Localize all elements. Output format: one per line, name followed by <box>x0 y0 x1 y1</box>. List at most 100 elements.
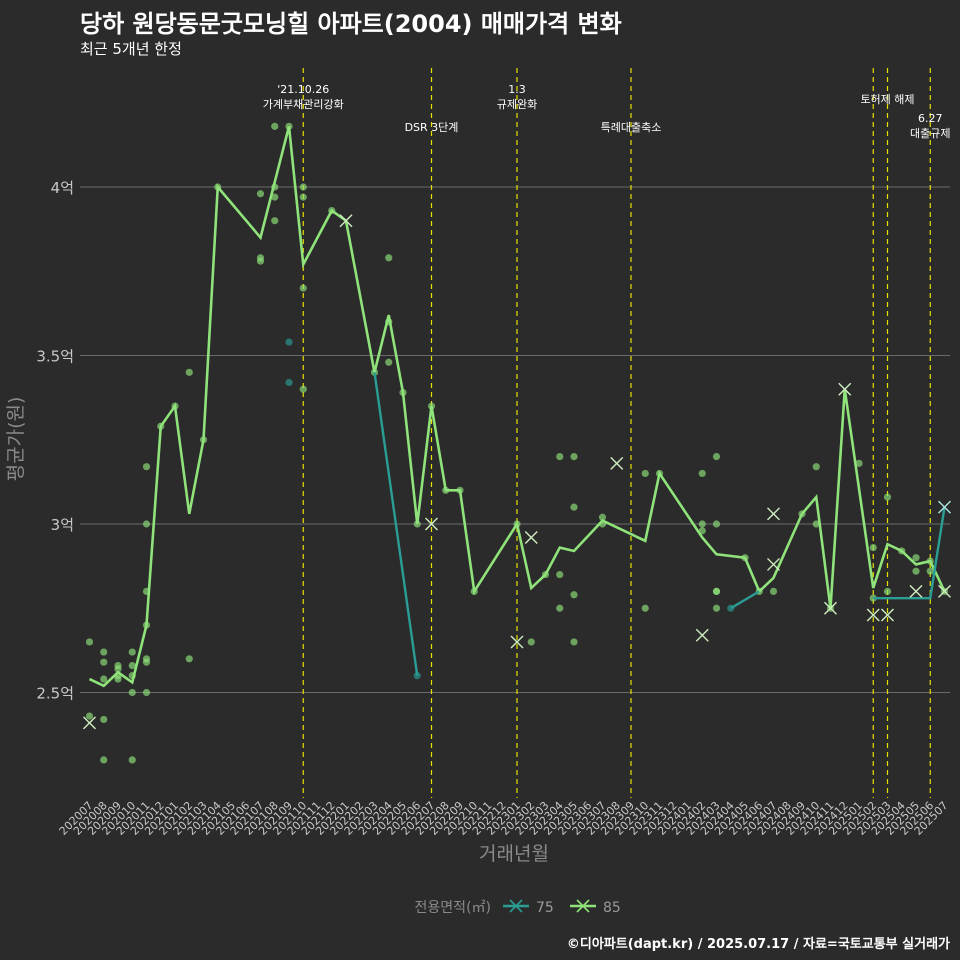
cross-stroke <box>695 628 709 642</box>
cross-stroke <box>824 601 837 615</box>
data-point <box>256 190 265 198</box>
data-point <box>570 503 578 511</box>
cross-stroke <box>83 716 96 730</box>
data-point <box>527 638 535 646</box>
data-point <box>641 604 649 612</box>
series-line-85 <box>88 126 946 688</box>
cross-stroke <box>866 608 880 622</box>
cross-stroke <box>767 507 780 521</box>
data-point <box>271 193 279 201</box>
data-point <box>712 453 721 461</box>
cross-point <box>838 382 852 396</box>
data-point <box>299 183 307 191</box>
x-axis-title: 거래년월 <box>479 843 549 865</box>
data-point <box>299 193 307 201</box>
event-label: 6.27 <box>918 112 943 125</box>
data-point <box>85 712 94 720</box>
data-point <box>698 520 706 528</box>
data-point <box>769 587 778 596</box>
data-point <box>128 756 136 764</box>
data-point <box>299 284 307 292</box>
cross-point <box>339 214 353 228</box>
cross-stroke <box>938 584 951 598</box>
data-point <box>185 655 193 663</box>
data-point <box>570 453 578 461</box>
data-point <box>85 638 94 646</box>
cross-point <box>425 517 438 531</box>
data-point <box>570 591 578 599</box>
cross-stroke <box>881 608 894 622</box>
data-point <box>926 567 934 575</box>
data-point <box>883 493 892 501</box>
data-point <box>812 520 820 528</box>
data-point <box>570 638 578 646</box>
data-point <box>100 756 108 764</box>
cross-point <box>610 456 624 470</box>
cross-point <box>866 608 880 622</box>
data-point <box>869 543 877 552</box>
event-label: 가계부채관리강화 <box>263 98 344 111</box>
data-point <box>285 378 293 387</box>
cross-point <box>909 584 923 598</box>
event-label: 대출규제 <box>910 127 950 140</box>
data-point <box>142 688 151 697</box>
event-label: DSR 3단계 <box>405 121 459 134</box>
cross-stroke <box>339 214 353 228</box>
data-point <box>556 604 564 612</box>
data-point <box>114 675 122 683</box>
cross-point <box>767 507 780 521</box>
y-tick-label: 3.5억 <box>36 348 74 366</box>
cross-stroke <box>909 584 923 598</box>
legend-entry: 85 <box>570 899 621 916</box>
cross-point <box>510 635 524 649</box>
x-axis-ticks: 2020072020082020092020102020112020122021… <box>57 799 951 838</box>
series-line-75 <box>373 372 419 676</box>
data-point <box>712 520 721 528</box>
data-point <box>142 463 151 471</box>
data-point <box>185 368 193 376</box>
data-point <box>100 675 108 683</box>
event-label: 토허제 해제 <box>860 92 914 106</box>
data-point <box>271 217 279 225</box>
y-tick-label: 2.5억 <box>36 685 74 703</box>
data-point <box>100 648 108 656</box>
cross-stroke <box>938 500 951 514</box>
data-point <box>712 604 721 612</box>
cross-stroke <box>838 382 852 396</box>
data-point <box>285 338 293 346</box>
cross-stroke <box>510 635 524 649</box>
cross-point <box>767 557 780 571</box>
data-point <box>128 688 136 697</box>
legend: 전용면적(㎡) 75 85 <box>415 899 621 916</box>
event-label: 1.3 <box>508 83 526 96</box>
cross-stroke <box>524 530 538 544</box>
data-point <box>128 661 136 670</box>
series-line-75 <box>730 590 760 610</box>
data-point <box>299 385 307 393</box>
data-point <box>556 453 564 461</box>
y-tick-label: 4억 <box>51 179 74 197</box>
data-point <box>385 358 393 366</box>
legend-label: 85 <box>603 900 621 916</box>
data-point <box>271 122 279 130</box>
data-point <box>556 570 564 579</box>
y-tick-label: 3억 <box>51 516 74 534</box>
legend-entry: 75 <box>503 899 554 916</box>
data-point <box>598 513 607 521</box>
data-point <box>641 469 649 478</box>
cross-stroke <box>767 557 780 571</box>
data-point <box>256 257 265 265</box>
data-point <box>142 658 151 666</box>
data-point <box>698 469 706 478</box>
y-axis-ticks: 2.5억 3억 3.5억 4억 <box>36 179 74 703</box>
y-axis-title: 평균가(원) <box>5 397 27 482</box>
legend-swatch-cross <box>509 899 523 913</box>
cross-point <box>524 530 538 544</box>
data-point <box>912 554 920 562</box>
series-line-75 <box>873 506 946 600</box>
legend-swatch-cross <box>576 899 590 913</box>
data-point <box>114 665 122 673</box>
cross-point <box>938 584 951 598</box>
cross-point <box>83 716 96 730</box>
data-point <box>883 587 892 596</box>
